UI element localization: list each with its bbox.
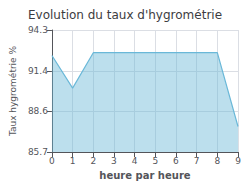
svg-text:0: 0 xyxy=(49,156,55,166)
svg-text:5: 5 xyxy=(152,156,158,166)
svg-text:9: 9 xyxy=(235,156,241,166)
svg-text:1: 1 xyxy=(70,156,76,166)
svg-text:2: 2 xyxy=(90,156,96,166)
svg-text:88.6: 88.6 xyxy=(28,106,48,116)
svg-text:8: 8 xyxy=(214,156,220,166)
svg-text:4: 4 xyxy=(132,156,138,166)
svg-text:91.4: 91.4 xyxy=(28,66,48,76)
svg-text:heure par heure: heure par heure xyxy=(99,170,190,181)
svg-text:94.3: 94.3 xyxy=(28,25,48,35)
svg-text:Taux hygrométrie %: Taux hygrométrie % xyxy=(8,45,18,137)
svg-text:85.7: 85.7 xyxy=(28,147,48,157)
svg-text:6: 6 xyxy=(173,156,179,166)
svg-text:7: 7 xyxy=(194,156,200,166)
svg-text:Evolution du taux d'hygrométri: Evolution du taux d'hygrométrie xyxy=(28,8,222,22)
svg-text:3: 3 xyxy=(111,156,117,166)
